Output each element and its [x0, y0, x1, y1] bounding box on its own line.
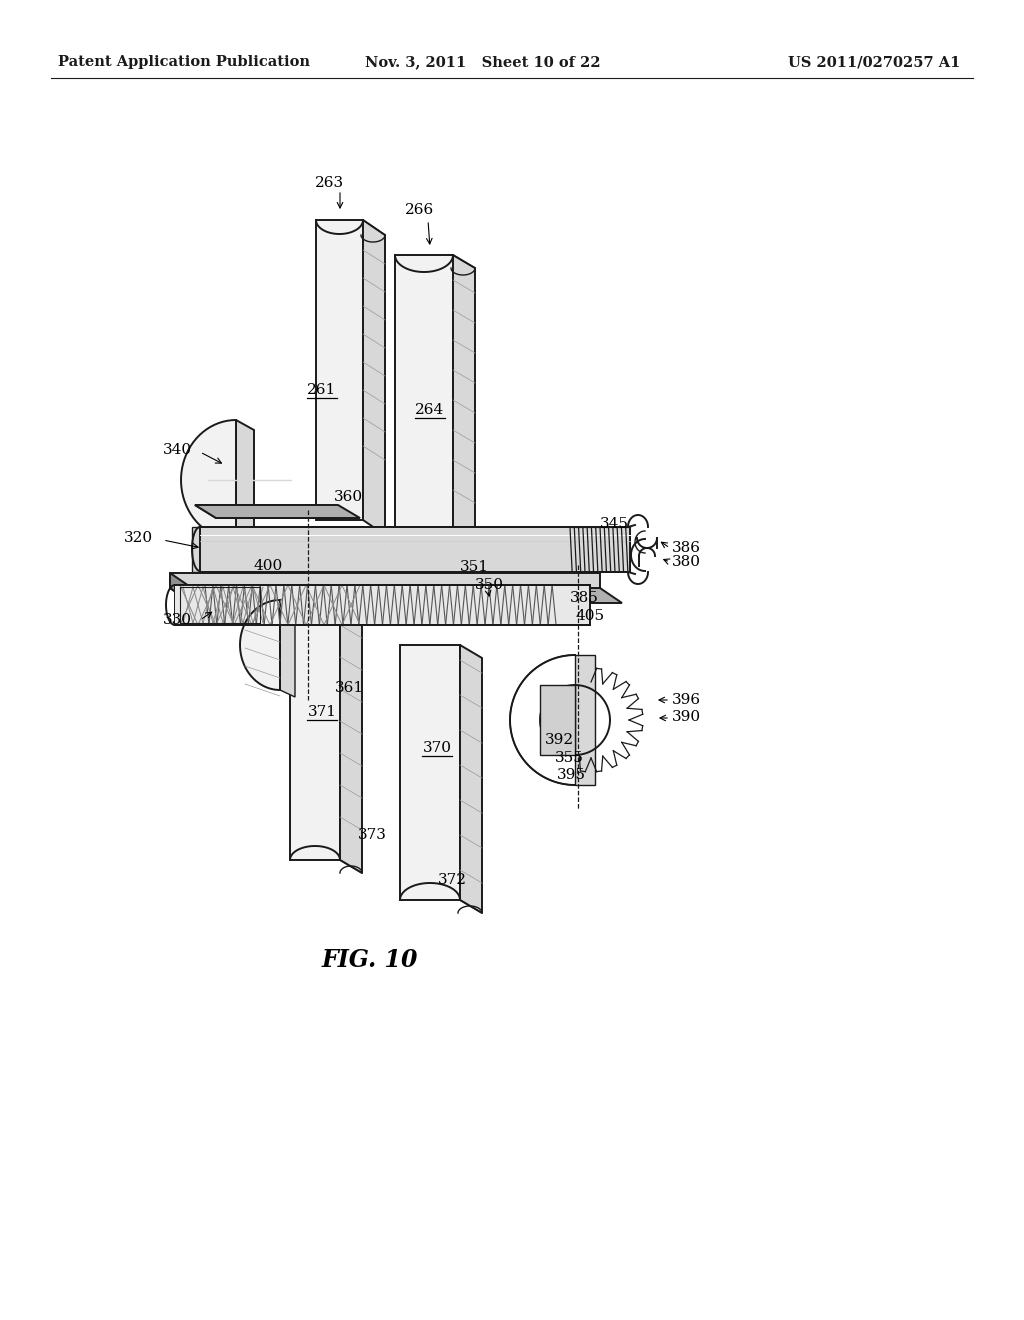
Text: 340: 340: [163, 444, 193, 457]
Text: 371: 371: [307, 705, 337, 719]
Text: 263: 263: [315, 176, 344, 190]
Polygon shape: [460, 645, 482, 913]
Polygon shape: [200, 527, 630, 572]
Text: 350: 350: [475, 578, 504, 591]
Text: US 2011/0270257 A1: US 2011/0270257 A1: [787, 55, 961, 69]
Text: 266: 266: [406, 203, 434, 216]
Polygon shape: [280, 601, 295, 697]
Text: 385: 385: [570, 591, 599, 605]
Polygon shape: [170, 573, 600, 587]
Text: 330: 330: [163, 612, 193, 627]
Polygon shape: [181, 420, 236, 540]
Text: 390: 390: [672, 710, 701, 723]
Text: 360: 360: [334, 490, 362, 504]
Text: 320: 320: [124, 531, 153, 545]
Text: 405: 405: [575, 609, 604, 623]
Text: Patent Application Publication: Patent Application Publication: [58, 55, 310, 69]
Text: 372: 372: [438, 873, 467, 887]
Polygon shape: [340, 610, 362, 873]
Polygon shape: [400, 645, 460, 900]
Text: 392: 392: [545, 733, 574, 747]
Polygon shape: [170, 587, 622, 603]
Polygon shape: [195, 506, 360, 517]
Polygon shape: [200, 527, 630, 572]
Text: 396: 396: [672, 693, 701, 708]
Text: 345: 345: [600, 517, 629, 531]
Polygon shape: [540, 685, 575, 755]
Polygon shape: [236, 420, 254, 550]
Text: 400: 400: [254, 558, 283, 573]
Polygon shape: [175, 585, 590, 624]
Polygon shape: [195, 506, 338, 517]
Polygon shape: [290, 610, 340, 861]
Text: 351: 351: [460, 560, 489, 574]
Polygon shape: [453, 255, 475, 553]
Text: 261: 261: [307, 383, 337, 397]
Text: 361: 361: [335, 681, 365, 696]
Text: Nov. 3, 2011   Sheet 10 of 22: Nov. 3, 2011 Sheet 10 of 22: [365, 55, 601, 69]
Polygon shape: [240, 601, 280, 690]
Text: 370: 370: [423, 741, 452, 755]
Text: 380: 380: [672, 554, 701, 569]
Polygon shape: [175, 585, 210, 624]
Text: 373: 373: [358, 828, 387, 842]
Polygon shape: [193, 527, 200, 572]
Polygon shape: [362, 220, 385, 535]
Polygon shape: [316, 220, 362, 520]
Polygon shape: [575, 655, 595, 785]
Text: 355: 355: [555, 751, 584, 766]
Polygon shape: [170, 573, 193, 603]
Text: 386: 386: [672, 541, 701, 554]
Text: 395: 395: [557, 768, 586, 781]
Text: 264: 264: [416, 403, 444, 417]
Text: FIG. 10: FIG. 10: [322, 948, 418, 972]
Polygon shape: [395, 255, 453, 540]
